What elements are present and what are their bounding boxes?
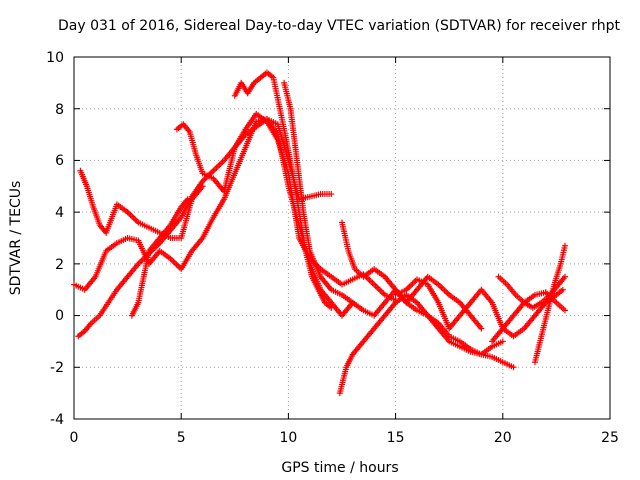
data-point bbox=[499, 338, 506, 345]
x-tick-label: 10 bbox=[279, 430, 297, 446]
data-point bbox=[328, 191, 335, 198]
x-axis-label: GPS time / hours bbox=[281, 460, 398, 476]
x-tick-label: 15 bbox=[387, 430, 405, 446]
series-track-4 bbox=[128, 196, 191, 319]
y-tick-label: -2 bbox=[50, 360, 64, 376]
series-track-10 bbox=[392, 276, 566, 340]
y-axis-label: SDTVAR / TECUs bbox=[8, 181, 24, 296]
data-point bbox=[184, 196, 191, 203]
x-tick-label: 0 bbox=[70, 430, 79, 446]
y-tick-label: 0 bbox=[55, 308, 64, 324]
y-tick-label: 10 bbox=[46, 50, 64, 66]
series-track-7 bbox=[281, 79, 506, 358]
y-tick-label: -4 bbox=[50, 412, 64, 428]
data-point bbox=[199, 183, 206, 190]
y-tick-label: 4 bbox=[55, 205, 64, 221]
series-track-12 bbox=[531, 242, 568, 366]
series-track-13 bbox=[489, 289, 568, 345]
chart-title: Day 031 of 2016, Sidereal Day-to-day VTE… bbox=[58, 18, 620, 34]
data-point bbox=[559, 286, 566, 293]
data-markers bbox=[71, 69, 568, 397]
x-tick-label: 25 bbox=[601, 430, 619, 446]
x-tick-label: 20 bbox=[494, 430, 512, 446]
y-tick-label: 2 bbox=[55, 257, 64, 273]
data-point bbox=[328, 304, 335, 311]
x-tick-labels: 0 5 10 15 20 25 bbox=[70, 430, 619, 446]
data-point bbox=[561, 273, 568, 280]
y-tick-label: 6 bbox=[55, 153, 64, 169]
series-track-8 bbox=[336, 291, 517, 397]
y-tick-label: 8 bbox=[55, 102, 64, 118]
series-track-9 bbox=[339, 219, 485, 332]
x-tick-label: 5 bbox=[177, 430, 186, 446]
data-point bbox=[561, 307, 568, 314]
plot-frame bbox=[73, 56, 611, 420]
data-point bbox=[561, 242, 568, 249]
axis-ticks bbox=[73, 56, 611, 420]
data-point bbox=[510, 364, 517, 371]
data-point bbox=[478, 325, 485, 332]
y-tick-labels: -4 -2 0 2 4 6 8 10 bbox=[46, 50, 64, 428]
